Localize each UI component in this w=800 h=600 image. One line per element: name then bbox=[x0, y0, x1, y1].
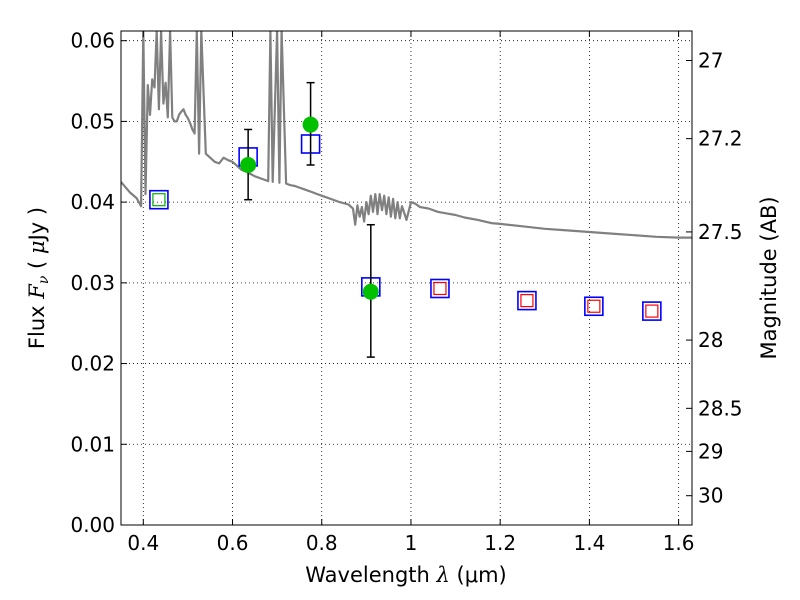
right-tick-label: 30 bbox=[698, 484, 723, 508]
blue-square-marker bbox=[642, 301, 662, 321]
x-axis-title-unit: (μm) bbox=[457, 563, 507, 587]
x-tick-label: 0.4 bbox=[127, 531, 159, 555]
green-square-marker bbox=[152, 193, 166, 207]
observed-point bbox=[302, 116, 319, 133]
y-right-axis-title: Magnitude (AB) bbox=[757, 196, 781, 359]
plot-frame bbox=[120, 30, 693, 526]
blue-square-marker bbox=[149, 189, 169, 210]
data-layer bbox=[121, 31, 692, 358]
y-axis-title-symbol: F bbox=[25, 283, 49, 300]
y-axis-title-unit-mu: μ bbox=[25, 240, 49, 254]
y-tick-label: 0.03 bbox=[70, 271, 115, 295]
blue-square-marker bbox=[517, 290, 537, 311]
axis-ticks: 0.4 0.6 0.8 1 1.2 1.4 1.6 0.00 0.01 0.02 0.03 0.04 0… bbox=[70, 29, 742, 555]
y-axis-title: Flux Fν ( μJy ) bbox=[25, 207, 52, 349]
right-tick-label: 27.5 bbox=[698, 220, 743, 244]
observed-point bbox=[240, 156, 257, 173]
grid-lines bbox=[121, 31, 692, 526]
right-tick-label: 28.5 bbox=[698, 396, 743, 420]
observed-point bbox=[362, 283, 379, 300]
model-spectrum-line bbox=[121, 31, 692, 239]
x-tick-label: 1 bbox=[405, 531, 418, 555]
y-tick-label: 0.02 bbox=[70, 352, 115, 376]
y-axis-title-text: Flux bbox=[25, 305, 49, 349]
blue-square-marker bbox=[584, 296, 604, 317]
x-tick-label: 1.4 bbox=[573, 531, 605, 555]
right-tick-label: 28 bbox=[698, 328, 723, 352]
x-axis-title: Wavelength λ (μm) bbox=[305, 563, 506, 587]
red-square-marker bbox=[645, 304, 659, 318]
x-tick-label: 1.2 bbox=[484, 531, 516, 555]
blue-square-marker bbox=[430, 278, 450, 299]
y-tick-label: 0.05 bbox=[70, 109, 115, 133]
y-tick-label: 0.04 bbox=[70, 190, 115, 214]
x-axis-title-text: Wavelength bbox=[305, 563, 430, 587]
red-square-marker bbox=[433, 281, 447, 296]
x-tick-label: 1.6 bbox=[663, 531, 695, 555]
y-axis-title-subscript: ν bbox=[36, 275, 52, 284]
y-axis-title-unit-open: ( bbox=[25, 261, 49, 269]
right-tick-label: 27 bbox=[698, 49, 723, 73]
right-tick-label: 27.2 bbox=[698, 127, 743, 151]
x-axis-title-symbol: λ bbox=[436, 563, 450, 587]
red-square-marker bbox=[520, 294, 534, 308]
y-axis-title-unit-rest: Jy ) bbox=[25, 207, 49, 243]
y-tick-label: 0.01 bbox=[70, 432, 115, 456]
x-tick-label: 0.8 bbox=[306, 531, 338, 555]
right-tick-label: 29 bbox=[698, 439, 723, 463]
x-tick-label: 0.6 bbox=[217, 531, 249, 555]
y-tick-label: 0.00 bbox=[70, 513, 115, 537]
y-tick-label: 0.06 bbox=[70, 29, 115, 53]
red-square-marker bbox=[587, 299, 601, 313]
